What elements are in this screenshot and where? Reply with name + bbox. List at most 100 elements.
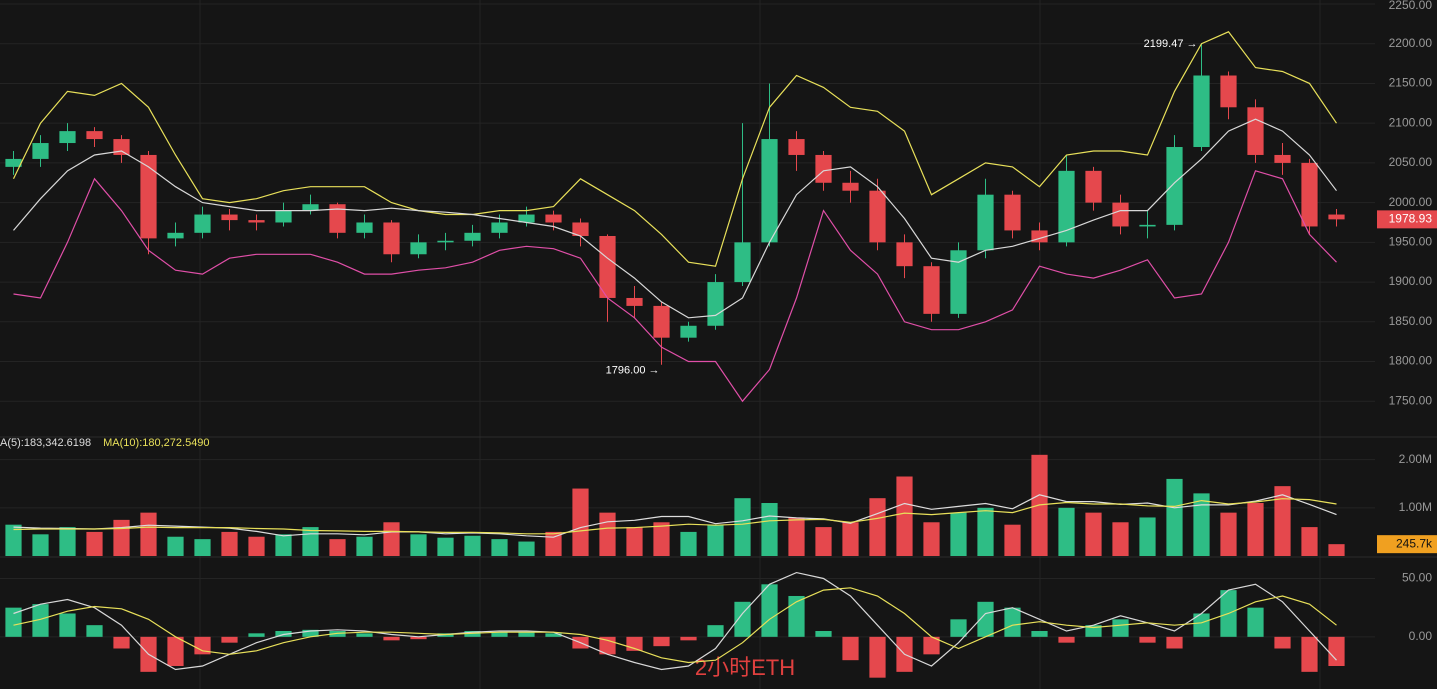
macd-bar [653,636,670,647]
indicator-line [13,118,1337,319]
candle-body [329,204,346,233]
candle-body [842,182,859,191]
y-tick-label: 2050.00 [1389,155,1433,169]
macd-bar [248,633,265,637]
candle-body [1301,162,1318,227]
indicator-legend: MA(10):180,272.5490 [103,437,209,449]
candle-body [464,232,481,241]
candle-body [518,214,535,223]
candle-body [545,214,562,223]
macd-bar [113,636,130,649]
y-tick-label: 1950.00 [1389,235,1433,249]
volume-bar [1166,478,1183,556]
macd-bar [302,629,319,637]
macd-bar [788,595,805,637]
candle-body [788,139,805,155]
macd-bar [869,636,886,678]
y-tick-label: 1750.00 [1389,393,1433,407]
macd-bar [680,636,697,641]
candle-body [977,194,994,251]
volume-bar [653,522,670,556]
volume-bar [680,531,697,556]
volume-bar [302,527,319,556]
macd-bar [842,636,859,661]
candle-body [437,240,454,243]
volume-bar [383,522,400,556]
candle-body [221,214,238,221]
high-annotation: 2199.47 → [1144,38,1198,50]
candle-body [1004,194,1021,231]
volume-bar [707,524,724,556]
macd-bar [1274,636,1291,649]
candle-body [383,222,400,255]
candle-body [1031,230,1048,243]
y-tick-label: 1900.00 [1389,274,1433,288]
candle-body [1247,107,1264,155]
candle-body [248,220,265,223]
macd-bar [1247,607,1264,637]
last-volume-label: 245.7k [1396,536,1433,550]
macd-bar [1301,636,1318,672]
last-price-label: 1978.93 [1389,212,1433,226]
volume-bar [167,536,184,556]
indicator-line [13,494,1337,538]
volume-bar [869,498,886,556]
candle-body [950,250,967,314]
macd-bar [59,613,76,637]
volume-bar [1139,517,1156,556]
volume-bar [734,498,751,556]
volume-bar [32,534,49,556]
volume-bar [410,534,427,556]
volume-bar [1058,507,1075,556]
macd-bar [32,604,49,637]
candle-body [86,131,103,140]
macd-bar [383,636,400,641]
macd-bar [734,601,751,637]
watermark: 2小时ETH [695,655,795,680]
y-tick-label: 2150.00 [1389,76,1433,90]
candle-body [32,143,49,159]
volume-bar [896,476,913,556]
macd-bar [5,607,22,637]
candle-body [680,325,697,338]
macd-bar [356,633,373,637]
macd-bar [194,636,211,655]
volume-bar [437,537,454,556]
volume-bar [329,539,346,556]
candle-body [113,139,130,155]
y-tick-label: 0.00 [1409,629,1433,643]
candle-body [1085,170,1102,203]
macd-bar [518,632,535,637]
macd-bar [410,636,427,640]
indicator-line [13,571,1337,671]
candle-body [1274,154,1291,163]
y-tick-label: 1.00M [1399,500,1432,514]
candle-body [1193,75,1210,148]
macd-bar [707,625,724,637]
candle-body [302,204,319,211]
macd-bar [1139,636,1156,643]
volume-bar [275,534,292,556]
volume-bar [1193,493,1210,556]
macd-bar [923,636,940,655]
candle-body [734,242,751,283]
last-price-box [1377,210,1437,229]
candle-body [653,305,670,338]
candle-body [896,242,913,267]
candle-body [194,214,211,233]
candle-body [1220,75,1237,108]
vertical-grid [199,0,1321,689]
candle-body [356,222,373,233]
volume-bar [626,527,643,556]
volume-bar [1301,527,1318,556]
volume-bar [1328,544,1345,556]
candle-body [815,154,832,183]
candle-body [140,154,157,239]
volume-bar [1112,522,1129,556]
macd-bar [464,630,481,637]
macd-bar [1085,625,1102,637]
macd-bar [86,625,103,637]
candle-body [923,266,940,314]
candle-body [626,297,643,306]
